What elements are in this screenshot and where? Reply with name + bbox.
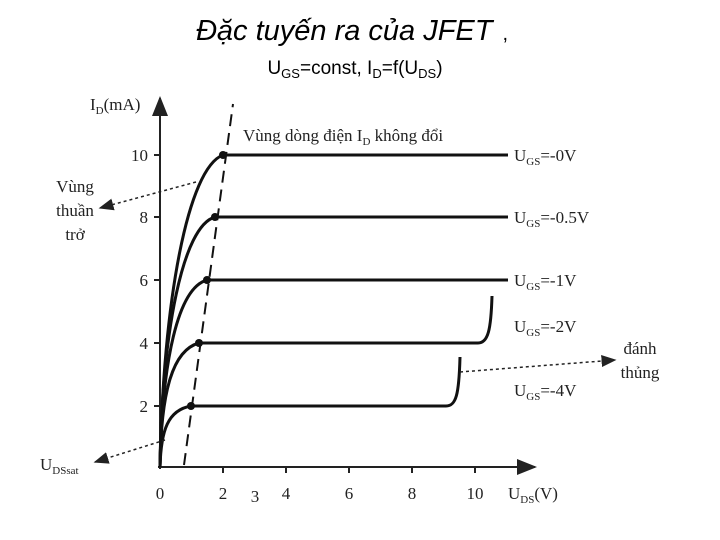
sub-part: =f(U	[382, 58, 418, 79]
text-part: =-1V	[540, 271, 577, 290]
text-part: U	[40, 455, 52, 474]
text-part: (V)	[534, 484, 558, 503]
text-part: DS	[520, 494, 534, 506]
curve	[158, 278, 508, 468]
text-part: I	[90, 95, 96, 114]
sub-part: U	[267, 58, 281, 79]
shape: UGS=-4V	[514, 381, 577, 403]
y-tick-label: 8	[140, 208, 149, 227]
text-part: thuần	[56, 201, 94, 220]
title-comma: ,	[503, 23, 509, 45]
shape: UGS=-2V	[514, 317, 577, 339]
y-tick-label: 10	[131, 146, 148, 165]
x-tick-label: 8	[408, 484, 417, 503]
curve-labels: UGS=-0V UGS=-0.5V UGS=-1V UGS=-2V UGS=-4…	[514, 146, 590, 403]
shape	[203, 276, 211, 284]
text-part: (mA)	[104, 95, 141, 114]
ticks	[154, 154, 476, 473]
text-part: GS	[526, 327, 540, 339]
text-part: U	[514, 317, 526, 336]
breakdown-label: đánh thủng	[621, 339, 660, 382]
y-tick-label: 2	[140, 397, 149, 416]
sub-part: DS	[418, 66, 436, 81]
ohmic-label: Vùng thuần trở	[56, 177, 94, 244]
text-part: GS	[526, 281, 540, 293]
shape: UGS=-0.5V	[514, 208, 590, 230]
x-tick-label: 10	[467, 484, 484, 503]
sub-part: =const, I	[300, 58, 372, 79]
text-part: Vùng dòng điện I	[243, 126, 363, 145]
text-part: GS	[526, 218, 540, 230]
title-text: Đặc tuyến ra của JFET	[196, 15, 495, 47]
y-tick-label: 4	[140, 334, 149, 353]
saturation-line	[183, 103, 234, 466]
x-ticks: 0 2 4 6 8 10 3	[156, 484, 484, 506]
title: Đặc tuyến ra của JFET,	[196, 15, 508, 47]
shape	[93, 439, 166, 464]
text-part: không đổi	[370, 126, 443, 145]
x-tick-label: 6	[345, 484, 354, 503]
x-tick-label: 0	[156, 484, 165, 503]
text-part: GS	[526, 156, 540, 168]
text-part: U	[514, 208, 526, 227]
text-part: U	[508, 484, 520, 503]
region-label: Vùng dòng điện ID không đổi	[243, 126, 443, 148]
text-part: U	[514, 146, 526, 165]
sub-part: D	[372, 66, 381, 81]
y-tick-label: 6	[140, 271, 149, 290]
text-part: đánh	[623, 339, 657, 358]
text-part: =-0V	[540, 146, 577, 165]
shape	[98, 181, 197, 211]
y-ticks: 10 8 6 4 2	[131, 146, 149, 416]
axes	[152, 96, 537, 475]
text-part: =-0.5V	[540, 208, 589, 227]
arrows	[93, 181, 617, 464]
curves	[158, 153, 508, 468]
x-tick-label: 2	[219, 484, 228, 503]
shape	[195, 339, 203, 347]
text-part: =-2V	[540, 317, 577, 336]
shape	[459, 355, 617, 373]
sub-part: GS	[281, 66, 300, 81]
text-part: =-4V	[540, 381, 577, 400]
curve	[158, 153, 508, 468]
text-part: D	[362, 136, 370, 148]
text-part: GS	[526, 391, 540, 403]
saturation-label: UDSsat	[40, 455, 79, 477]
text-part: D	[96, 105, 104, 117]
curve	[158, 356, 462, 468]
x-axis-label: UDS(V)	[508, 484, 558, 506]
y-axis-label: ID(mA)	[90, 95, 140, 117]
text-part: trở	[65, 225, 85, 244]
x-extra-tick: 3	[251, 487, 260, 506]
text-part: Vùng	[56, 177, 94, 196]
text-part: U	[514, 271, 526, 290]
text-part: U	[514, 381, 526, 400]
shape: UGS=-1V	[514, 271, 577, 293]
subtitle: UGS=const, ID=f(UDS)	[267, 58, 442, 81]
text-part: DSsat	[52, 465, 78, 477]
sub-part: )	[436, 58, 442, 79]
shape: UGS=-0V	[514, 146, 577, 168]
x-tick-label: 4	[282, 484, 291, 503]
text-part: thủng	[621, 363, 660, 382]
curve	[158, 295, 494, 468]
